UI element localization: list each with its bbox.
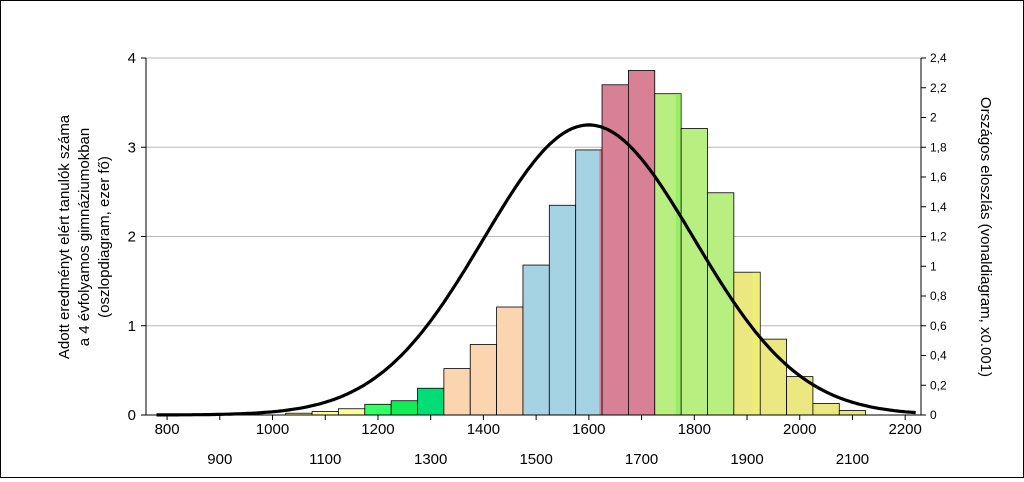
bar-2050 bbox=[812, 402, 840, 416]
y2-tick-label: 0,2 bbox=[930, 378, 947, 392]
bar-split-1750 bbox=[675, 94, 681, 415]
y2-tick-label: 0,8 bbox=[930, 289, 947, 303]
bar-1550 bbox=[548, 204, 577, 416]
y-axis-title-line: (oszlopdiagram, ezer fő) bbox=[96, 156, 113, 318]
y-tick-label: 4 bbox=[128, 50, 136, 67]
x-tick-label: 2100 bbox=[836, 451, 869, 468]
bar-1700 bbox=[627, 70, 656, 416]
y2-tick-label: 2 bbox=[930, 111, 937, 125]
bar-1600 bbox=[575, 149, 603, 416]
y2-axis-title: Országos eloszlás (vonaldiagram, x0.001) bbox=[977, 97, 994, 377]
x-tick-label: 1200 bbox=[361, 421, 394, 438]
y-axis-title-line: Adott eredményt elért tanulók száma bbox=[56, 114, 73, 359]
x-tick-label: 900 bbox=[207, 451, 232, 468]
x-tick-label: 1600 bbox=[572, 421, 605, 438]
bar-series bbox=[285, 70, 867, 416]
y2-tick-label: 1,6 bbox=[930, 170, 947, 184]
y-axis-title-line: a 4 évfolyamos gimnáziumokban bbox=[76, 128, 93, 346]
y-tick-label: 1 bbox=[128, 318, 136, 335]
bar-1150 bbox=[338, 408, 366, 416]
x-tick-label: 1900 bbox=[730, 451, 763, 468]
bar-2100 bbox=[838, 410, 867, 416]
y-tick-label: 3 bbox=[128, 139, 136, 156]
y-axis-title: Adott eredményt elért tanulók száma a 4 é… bbox=[56, 114, 113, 359]
bar-1850 bbox=[707, 192, 735, 416]
bar-split-1600 bbox=[599, 150, 602, 415]
x-tick-label: 1000 bbox=[256, 421, 289, 438]
y2-tick-label: 2,2 bbox=[930, 81, 947, 95]
distribution-line bbox=[156, 123, 916, 417]
x-tick-label: 1800 bbox=[678, 421, 711, 438]
bar-split-1900 bbox=[752, 272, 760, 415]
x-tick-label: 1500 bbox=[519, 451, 552, 468]
x-tick-label: 1400 bbox=[467, 421, 500, 438]
bar-1400 bbox=[469, 344, 497, 416]
y2-axis-title-text: Országos eloszlás (vonaldiagram, x0.001) bbox=[977, 97, 994, 377]
bar-1250 bbox=[390, 400, 418, 416]
x-tick-label: 800 bbox=[155, 421, 180, 438]
x-tick-label: 2000 bbox=[783, 421, 816, 438]
distribution-curve bbox=[156, 123, 916, 417]
y2-tick-label: 0,4 bbox=[930, 349, 947, 363]
bar-1800 bbox=[680, 128, 708, 416]
bar-1100 bbox=[311, 411, 339, 416]
y-tick-label: 2 bbox=[128, 229, 136, 246]
bar-1200 bbox=[364, 403, 392, 416]
x-axis-ticks: 800 1000 1200 1400 1600 1800 2000 2200 900 1100 13… bbox=[155, 415, 922, 468]
y2-tick-label: 1 bbox=[930, 259, 937, 273]
x-tick-label: 1300 bbox=[414, 451, 447, 468]
bar-1500 bbox=[522, 264, 550, 416]
x-tick-label: 2200 bbox=[888, 421, 921, 438]
y-axis-ticks: 0 1 2 3 4 bbox=[128, 50, 146, 424]
y2-tick-label: 1,4 bbox=[930, 200, 947, 214]
x-tick-label: 1700 bbox=[625, 451, 658, 468]
y2-tick-label: 0 bbox=[930, 408, 937, 422]
y-tick-label: 0 bbox=[128, 407, 136, 424]
y2-axis-ticks: 0 0,2 0,4 0,6 0,8 1 1,2 1,4 1,6 1,8 2 2,2 2,4 bbox=[921, 51, 947, 422]
y2-tick-label: 2,4 bbox=[930, 51, 947, 65]
y2-tick-label: 0,6 bbox=[930, 319, 947, 333]
x-tick-label: 1100 bbox=[309, 451, 341, 468]
bar-1300 bbox=[417, 387, 445, 416]
bar-1350 bbox=[443, 368, 471, 416]
bar-1450 bbox=[496, 306, 524, 416]
y2-tick-label: 1,2 bbox=[930, 230, 947, 244]
y2-tick-label: 1,8 bbox=[930, 140, 947, 154]
